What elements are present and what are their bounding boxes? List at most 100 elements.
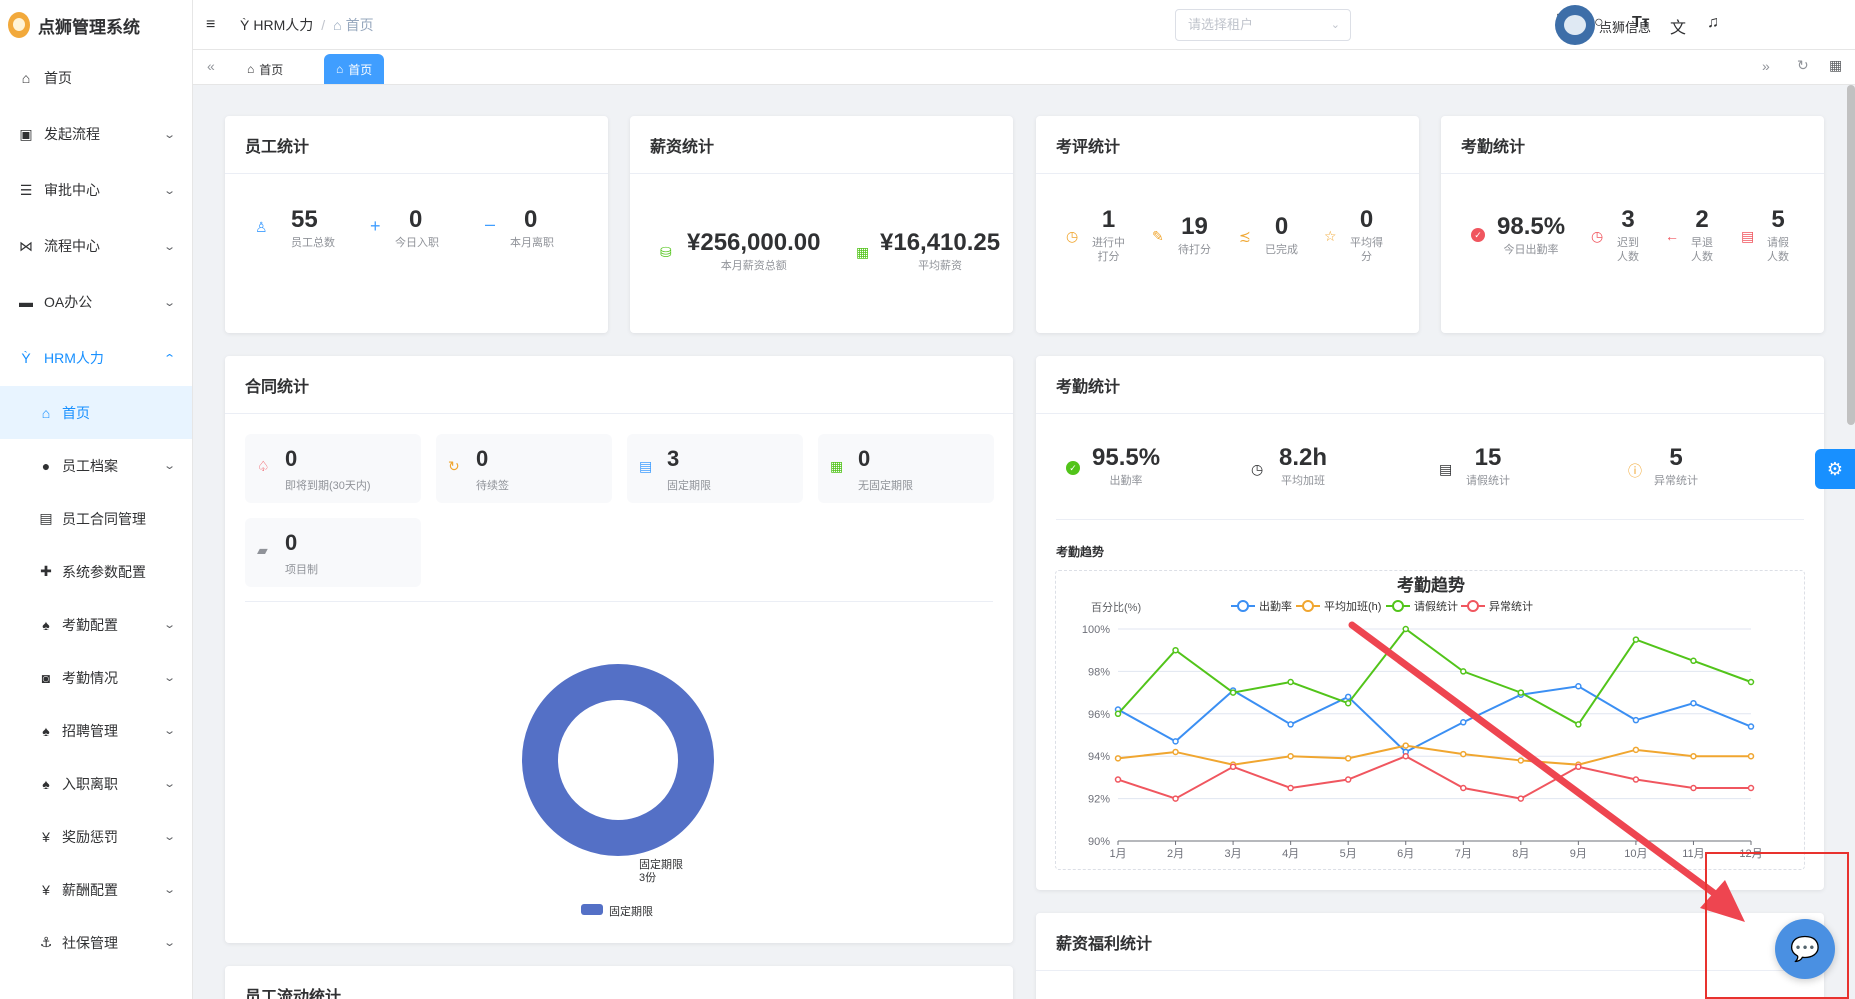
stat-value: ¥256,000.00 xyxy=(687,229,821,256)
stat-attendance-rate: 95.5% 出勤率 xyxy=(1092,444,1160,488)
contract-box-renewal[interactable]: ↻ 0 待续签 xyxy=(436,434,612,503)
x-tick-label: 5月 xyxy=(1340,848,1357,860)
x-tick-label: 3月 xyxy=(1225,848,1242,860)
gear-icon: ⚙ xyxy=(1826,458,1844,479)
stat-average-score: 0 平均得 分 xyxy=(1350,206,1383,264)
card-title: 薪资福利统计 xyxy=(1036,913,1824,971)
hamburger-icon[interactable]: ≡ xyxy=(206,15,216,33)
data-point xyxy=(1747,752,1755,760)
page-scrollbar[interactable] xyxy=(1847,85,1855,425)
data-point xyxy=(1575,682,1582,690)
chevron-up-icon: ⌃ xyxy=(162,352,176,365)
y-tick-label: 98% xyxy=(1088,666,1110,678)
data-point xyxy=(1114,776,1122,783)
data-point xyxy=(1114,710,1122,718)
legend-marker xyxy=(1467,600,1479,612)
sidebar-sub-reward[interactable]: ¥ 奖励惩罚 ⌄ xyxy=(0,810,192,863)
app-logo[interactable]: 点狮管理系统 xyxy=(0,0,192,50)
contract-box-project[interactable]: ▰ 0 项目制 xyxy=(245,518,421,587)
sidebar-sub-label: 招聘管理 xyxy=(62,722,118,739)
contract-box-expiring[interactable]: ♤ 0 即将到期(30天内) xyxy=(245,434,421,503)
contract-box-unfixed[interactable]: ▦ 0 无固定期限 xyxy=(818,434,994,503)
chart-legend[interactable]: 出勤率 平均加班(h) 请假统计 异常统计 xyxy=(1231,599,1533,613)
refresh-icon[interactable]: ↻ xyxy=(1797,57,1809,73)
sidebar-sub-label: 系统参数配置 xyxy=(62,563,146,580)
legend-marker xyxy=(1237,600,1249,612)
search-icon[interactable]: ○ xyxy=(1594,14,1604,31)
chevron-down-icon: ⌄ xyxy=(162,937,176,949)
legend-swatch[interactable] xyxy=(581,904,603,915)
x-tick-label: 2月 xyxy=(1167,848,1184,860)
sidebar-item-hrm[interactable]: Ỳ HRM人力 ⌃ xyxy=(0,330,192,386)
sidebar-sub-salary[interactable]: ¥ 薪酬配置 ⌄ xyxy=(0,863,192,916)
tenant-select[interactable]: 请选择租户 ⌄ xyxy=(1175,9,1351,41)
tags-bar: « ⌂ 首页 ⌂ 首页 » ↻ ▦ xyxy=(193,50,1855,85)
sidebar-sub-attendance-status[interactable]: ◙ 考勤情况 ⌄ xyxy=(0,651,192,704)
tab-home-active[interactable]: ⌂ 首页 xyxy=(324,54,385,84)
stat-label: 早退 xyxy=(1691,237,1713,249)
x-tick-label: 9月 xyxy=(1570,848,1587,860)
user-name[interactable]: 点狮信息 xyxy=(1599,20,1652,35)
sidebar-sub-contract[interactable]: ▤ 员工合同管理 xyxy=(0,492,192,545)
contract-pie-chart xyxy=(522,664,714,856)
sidebar-sub-recruit[interactable]: ♠ 招聘管理 ⌄ xyxy=(0,704,192,757)
x-tick-label: 11月 xyxy=(1682,848,1704,860)
y-tick-label: 90% xyxy=(1088,836,1110,848)
chevron-down-icon: ⌄ xyxy=(162,672,176,684)
sidebar-item-label: 审批中心 xyxy=(44,182,100,198)
chat-button[interactable]: 💬 xyxy=(1775,919,1835,979)
translate-icon[interactable]: 文 xyxy=(1670,20,1687,37)
stat-value: 0 xyxy=(1359,206,1374,233)
data-point xyxy=(1575,763,1582,771)
scroll-left-icon[interactable]: « xyxy=(207,58,215,74)
legend-label[interactable]: 固定期限 xyxy=(609,906,653,918)
stat-value: 15 xyxy=(1474,444,1502,471)
sidebar-sub-insurance[interactable]: ⚓ 社保管理 ⌄ xyxy=(0,916,192,969)
sidebar-item-start-flow[interactable]: ▣ 发起流程 ⌄ xyxy=(0,106,192,162)
check-circle-icon: ✓ xyxy=(1066,461,1080,475)
sidebar-sub-home[interactable]: ⌂ 首页 xyxy=(0,386,192,439)
stat-label: 待打分 xyxy=(1178,244,1211,256)
sidebar-item-oa[interactable]: ▬ OA办公 ⌄ xyxy=(0,274,192,330)
sidebar-item-label: HRM人力 xyxy=(44,350,104,366)
bank-icon: ⌂ xyxy=(333,16,342,33)
grid-icon[interactable]: ▦ xyxy=(1829,57,1843,73)
sidebar-item-flow-center[interactable]: ⋈ 流程中心 ⌄ xyxy=(0,218,192,274)
contract-box-fixed[interactable]: ▤ 3 固定期限 xyxy=(627,434,803,503)
stat-label: 平均加班 xyxy=(1281,475,1326,487)
tab-home[interactable]: ⌂ 首页 xyxy=(235,54,295,84)
settings-gear-button[interactable]: ⚙ xyxy=(1815,449,1855,489)
data-point xyxy=(1344,755,1352,762)
contract-stats-card: 合同统计 ♤ 0 即将到期(30天内) ↻ 0 待续签 ▤ 3 固定期限 ▦ 0… xyxy=(225,356,1013,943)
stat-label-2: 分 xyxy=(1361,251,1372,263)
series-line xyxy=(1117,755,1751,800)
stat-label: 进行中 xyxy=(1092,237,1125,249)
sidebar-item-home[interactable]: ⌂ 首页 xyxy=(0,50,192,106)
bell-icon[interactable]: ♫ xyxy=(1707,14,1719,31)
sidebar-sub-attendance-config[interactable]: ♠ 考勤配置 ⌄ xyxy=(0,598,192,651)
bell-icon: ♤ xyxy=(257,458,270,474)
stat-label-2: 人数 xyxy=(1767,251,1789,263)
legend-label: 平均加班(h) xyxy=(1324,600,1381,613)
data-point xyxy=(1402,625,1409,633)
pie-label-line xyxy=(617,838,632,851)
stat-left-month: 0 本月离职 xyxy=(510,206,554,250)
arrow-left-icon: ← xyxy=(1665,228,1679,244)
coins-icon: ⛁ xyxy=(660,244,672,260)
stat-pending-score: 19 待打分 xyxy=(1178,213,1211,257)
data-point xyxy=(1344,699,1352,707)
sidebar-sub-params[interactable]: ✚ 系统参数配置 xyxy=(0,545,192,598)
font-size-icon[interactable]: Tт xyxy=(1632,14,1650,31)
avatar[interactable] xyxy=(1555,5,1595,45)
sidebar-sub-employee-file[interactable]: ● 员工档案 ⌄ xyxy=(0,439,192,492)
scroll-right-icon[interactable]: » xyxy=(1762,58,1770,74)
sidebar-sub-onboard[interactable]: ♠ 入职离职 ⌄ xyxy=(0,757,192,810)
card-title: 合同统计 xyxy=(225,356,1013,414)
stat-in-progress: 1 进行中 打分 xyxy=(1092,206,1125,264)
sidebar-item-approval[interactable]: ☰ 审批中心 ⌄ xyxy=(0,162,192,218)
contract-value: 3 xyxy=(667,446,680,471)
stat-label: 已完成 xyxy=(1265,244,1298,256)
chevron-down-icon: ⌄ xyxy=(162,778,176,790)
data-point xyxy=(1632,716,1640,724)
breadcrumb-item[interactable]: HRM人力 xyxy=(253,16,314,33)
